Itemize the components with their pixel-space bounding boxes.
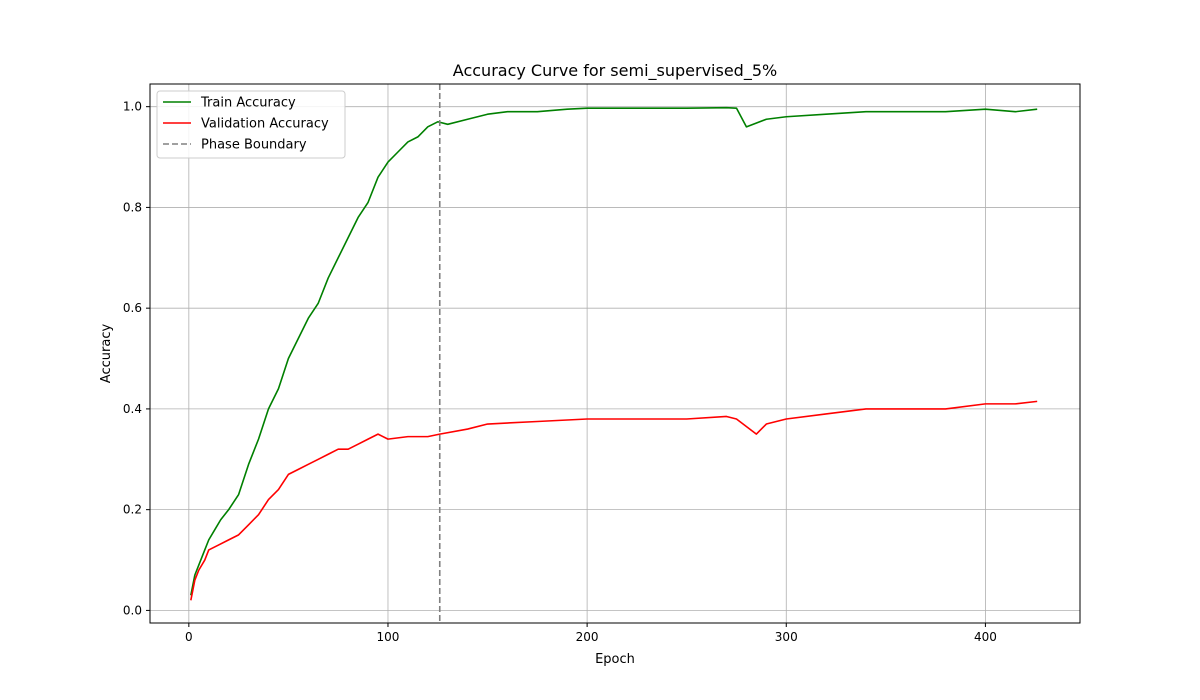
y-tick-label: 0.6 bbox=[123, 301, 142, 315]
legend-label: Validation Accuracy bbox=[201, 117, 329, 132]
x-tick-label: 400 bbox=[974, 630, 997, 644]
series-line-train-accuracy bbox=[190, 106, 1038, 596]
legend-box bbox=[156, 90, 346, 159]
legend: Train Accuracy Validation Accuracy Phase B… bbox=[156, 90, 346, 159]
x-tick-label: 300 bbox=[775, 630, 798, 644]
x-tick-label: 100 bbox=[377, 630, 400, 644]
plot-series bbox=[190, 84, 1038, 623]
legend-label: Phase Boundary bbox=[201, 138, 307, 153]
legend-entry-train-accuracy: Train Accuracy bbox=[163, 96, 296, 111]
y-tick-label: 0.8 bbox=[123, 200, 142, 214]
chart-title: Accuracy Curve for semi_supervised_5% bbox=[453, 61, 777, 81]
x-tick-label: 200 bbox=[576, 630, 599, 644]
series-line-validation-accuracy bbox=[190, 400, 1038, 601]
y-axis-label: Accuracy bbox=[99, 324, 114, 384]
grid-lines bbox=[150, 84, 1080, 623]
y-tick-label: 0.2 bbox=[123, 503, 142, 517]
plot-frame bbox=[149, 83, 1081, 624]
y-tick-label: 1.0 bbox=[123, 100, 142, 114]
axis-ticks: 0 100 200 300 400 0.0 0.2 0.4 0.6 0.8 1.0 bbox=[123, 100, 997, 644]
y-tick-label: 0.4 bbox=[123, 402, 142, 416]
legend-entry-phase-boundary: Phase Boundary bbox=[163, 138, 307, 153]
y-tick-label: 0.0 bbox=[123, 603, 142, 617]
x-tick-label: 0 bbox=[185, 630, 193, 644]
legend-entry-validation-accuracy: Validation Accuracy bbox=[163, 117, 329, 132]
x-axis-label: Epoch bbox=[595, 652, 635, 667]
legend-label: Train Accuracy bbox=[200, 96, 296, 111]
